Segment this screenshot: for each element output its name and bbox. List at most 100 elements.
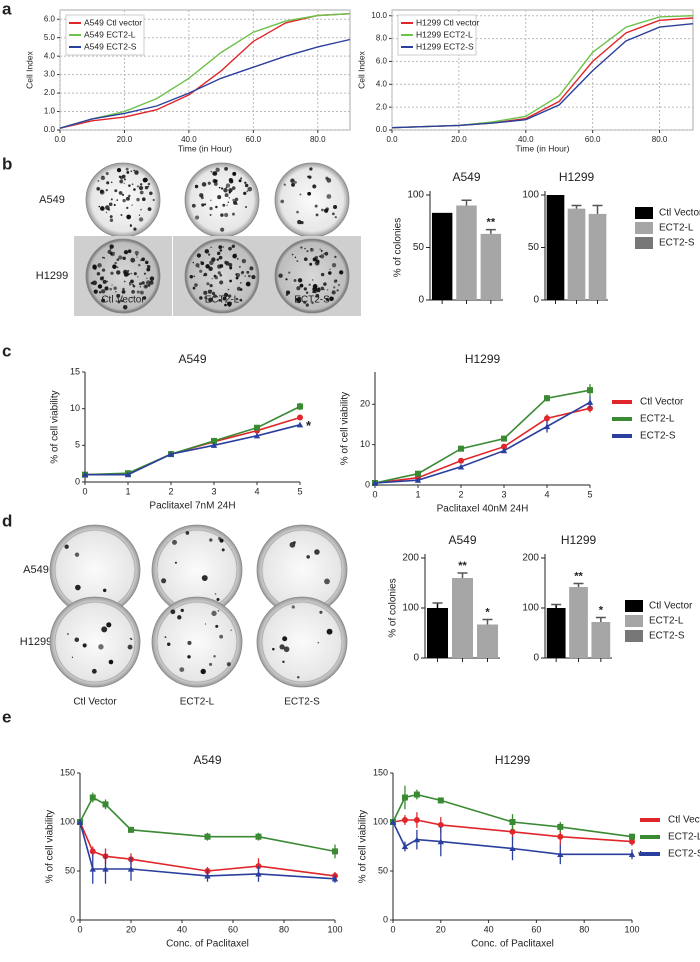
colony [111, 284, 113, 286]
y-tick-label: 0 [418, 295, 424, 306]
colony [297, 219, 302, 225]
marker [458, 457, 464, 464]
legend-label: ECT2-S [668, 849, 700, 860]
colony [201, 203, 205, 207]
colony [216, 598, 220, 602]
colony [285, 278, 288, 281]
colony [326, 178, 332, 183]
colony [334, 255, 337, 259]
y-tick-label: 200 [402, 553, 419, 564]
colony [120, 299, 124, 303]
colony [238, 265, 241, 268]
colony [306, 555, 310, 559]
colony [101, 298, 106, 303]
colony [207, 253, 211, 256]
marker [437, 821, 444, 828]
colony [312, 286, 317, 292]
marker [414, 477, 422, 483]
colony [142, 296, 147, 300]
x-tick-label: 100 [624, 924, 639, 934]
colony [103, 257, 106, 259]
colony [200, 261, 205, 266]
legend-label: A549 ECT2-L [84, 29, 136, 39]
y-tick-label: 2.0 [44, 88, 56, 97]
legend-label: H1299 Ctl vector [416, 17, 479, 27]
marker [500, 447, 508, 454]
colony [225, 261, 230, 266]
colony [116, 270, 121, 275]
colony [161, 578, 167, 584]
colony [235, 203, 238, 206]
y-tick-label: 0.0 [376, 125, 388, 134]
x-tick-label: 0 [390, 924, 395, 934]
colony [134, 250, 139, 255]
colony [122, 198, 126, 203]
dish [274, 238, 350, 314]
colony [320, 272, 325, 277]
colony [218, 298, 222, 302]
colony [217, 271, 221, 275]
colony [314, 290, 317, 294]
colony [310, 247, 313, 250]
colony [326, 194, 332, 199]
chart-title: H1299 [561, 533, 597, 547]
y-axis-label: % of colonies [393, 218, 404, 277]
bar [477, 624, 498, 658]
colony [240, 282, 242, 284]
x-axis-label: Conc. of Paclitaxel [471, 939, 554, 950]
colony [325, 207, 329, 211]
x-tick-label: 5 [587, 489, 592, 499]
colony [136, 185, 139, 188]
colony [209, 283, 213, 288]
colony [291, 605, 295, 609]
colony [131, 183, 134, 186]
colony [223, 292, 229, 298]
colony [299, 193, 302, 196]
x-tick-label: 20.0 [117, 135, 133, 144]
marker [389, 819, 397, 825]
colony [320, 249, 323, 252]
colony [291, 253, 294, 256]
y-tick-label: 50 [378, 865, 388, 875]
colony [100, 206, 105, 211]
colony [235, 297, 239, 301]
colony [303, 300, 307, 304]
colony [235, 253, 237, 255]
annotation: * [485, 606, 490, 618]
x-axis-label: Paclitaxel 7nM 24H [149, 501, 235, 512]
colony [123, 250, 129, 255]
colony [323, 282, 327, 286]
colony [208, 266, 213, 271]
x-tick-label: 20 [436, 924, 446, 934]
colony [211, 257, 216, 262]
colony [139, 286, 142, 288]
y-tick-label: 6.0 [44, 14, 56, 23]
y-tick-label: 50 [528, 242, 540, 253]
colony [130, 257, 136, 263]
colony [101, 289, 106, 294]
marker [255, 870, 262, 877]
colony [139, 290, 144, 295]
y-tick-label: 2.0 [376, 102, 388, 111]
bar [427, 608, 448, 658]
colony [340, 271, 343, 273]
colony [299, 283, 304, 288]
colony [102, 276, 105, 279]
colony [222, 246, 224, 248]
colony [319, 248, 321, 250]
colony [228, 197, 231, 199]
colony [189, 274, 194, 279]
colony [109, 244, 114, 249]
colony [206, 282, 210, 286]
colony [324, 578, 330, 585]
colony [331, 262, 337, 268]
colony [211, 610, 217, 616]
colony [325, 297, 329, 301]
y-tick-label: 100 [407, 190, 424, 201]
bar [456, 205, 477, 300]
colony [224, 213, 229, 218]
colony [118, 191, 123, 195]
colony [113, 286, 117, 290]
marker [437, 797, 444, 804]
chart-title: A549 [178, 352, 206, 366]
